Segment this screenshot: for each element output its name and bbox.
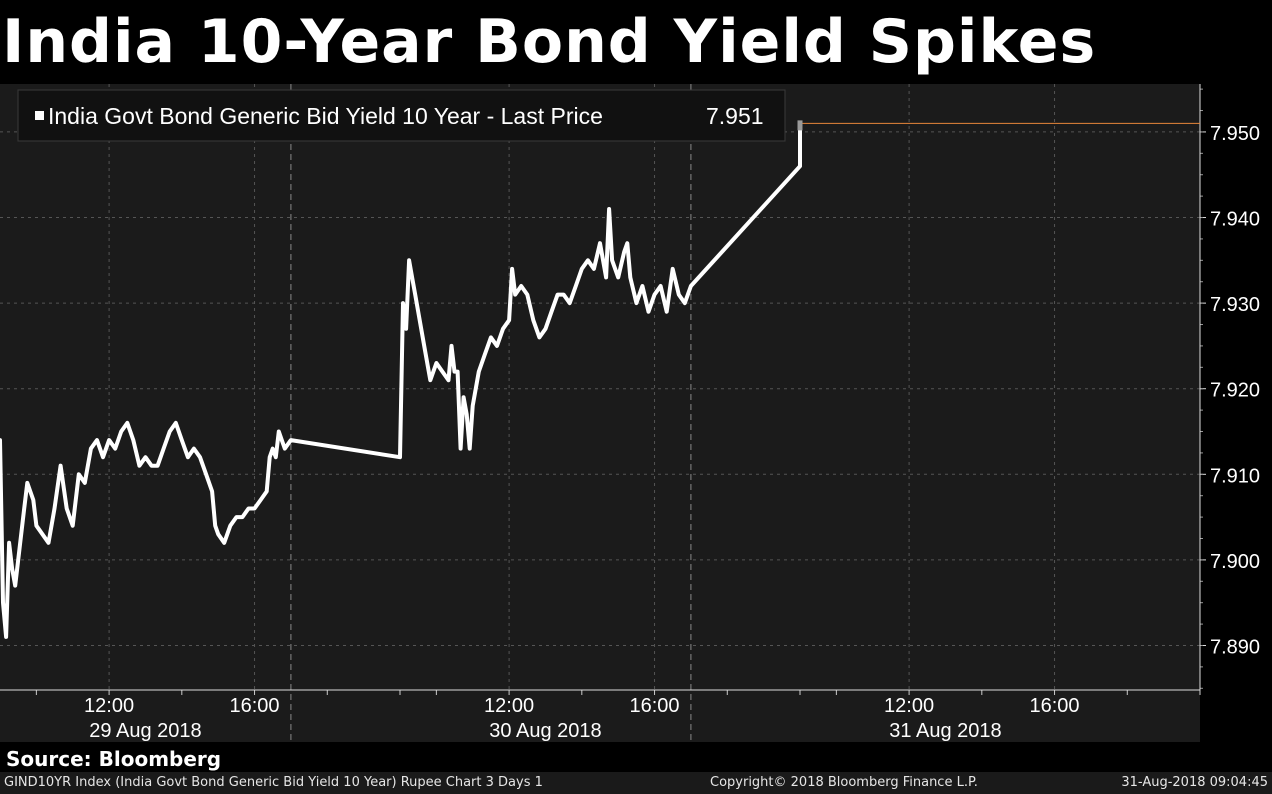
last-price-marker (797, 120, 803, 131)
legend-last-price: 7.951 (706, 103, 764, 129)
x-axis: 12:00 16:00 12:00 16:00 12:00 16:00 29 Aug 201… (0, 689, 1201, 742)
y-tick-label: 7.900 (1210, 551, 1260, 573)
x-day-label: 31 Aug 2018 (889, 720, 1001, 742)
source-label: Source: Bloomberg (6, 747, 222, 771)
legend-box (17, 89, 786, 142)
y-tick-label: 7.920 (1210, 380, 1260, 402)
plot-background (0, 84, 1200, 690)
footer-ticker-info: GIND10YR Index (India Govt Bond Generic … (4, 775, 543, 790)
x-tick-label: 12:00 (484, 695, 534, 717)
y-tick-label: 7.890 (1210, 636, 1260, 658)
x-tick-label: 16:00 (1030, 695, 1080, 717)
chart-area: 12:00 16:00 12:00 16:00 12:00 16:00 29 Aug 201… (0, 84, 1260, 742)
y-tick-label: 7.950 (1210, 123, 1260, 145)
footer-copyright: Copyright© 2018 Bloomberg Finance L.P. (710, 775, 978, 790)
legend: India Govt Bond Generic Bid Yield 10 Yea… (17, 89, 786, 142)
footer-timestamp: 31-Aug-2018 09:04:45 (1121, 775, 1268, 790)
y-tick-label: 7.940 (1210, 209, 1260, 231)
y-tick-label: 7.930 (1210, 294, 1260, 316)
chart-title: India 10-Year Bond Yield Spikes (2, 7, 1097, 77)
yield-series-line (0, 121, 802, 639)
x-axis-band (0, 690, 1200, 742)
x-day-label: 29 Aug 2018 (89, 720, 201, 742)
y-tick-label: 7.910 (1210, 465, 1260, 487)
x-day-label: 30 Aug 2018 (489, 720, 601, 742)
grid-lines (0, 84, 1200, 690)
x-tick-label: 12:00 (884, 695, 934, 717)
footer-bar: GIND10YR Index (India Govt Bond Generic … (0, 772, 1272, 794)
y-axis: 7.890 7.900 7.910 7.920 7.930 7.940 7.950 (1199, 84, 1260, 690)
x-tick-label: 12:00 (84, 695, 134, 717)
x-tick-label: 16:00 (630, 695, 680, 717)
legend-swatch (35, 111, 44, 120)
legend-label: India Govt Bond Generic Bid Yield 10 Yea… (48, 103, 603, 129)
x-tick-label: 16:00 (230, 695, 280, 717)
